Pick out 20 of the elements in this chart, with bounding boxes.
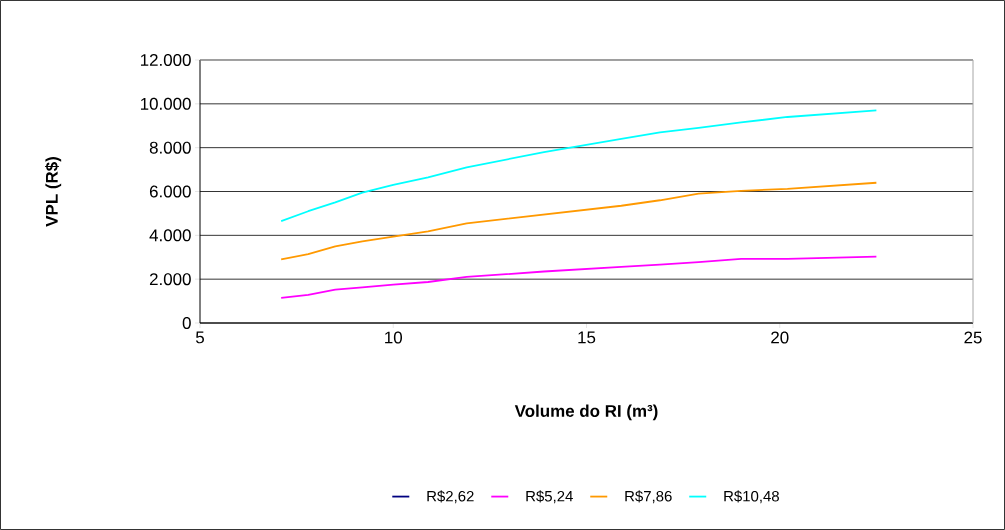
y-tick-label: 8.000 [149,141,191,154]
legend-label: R$2,62 [427,490,474,504]
y-tick-label: 4.000 [149,229,191,242]
x-tick-label: 20 [771,331,789,344]
line-series [280,255,878,299]
x-axis-title: Volume do RI (m³) [514,404,658,421]
legend-label: R$10,48 [724,490,779,504]
y-tick-label: 2.000 [149,273,191,286]
legend-label: R$5,24 [526,490,573,504]
y-tick-label: 10.000 [140,97,191,110]
x-tick-label: 25 [964,331,982,344]
y-axis-title: VPL (R$) [45,157,62,227]
x-tick-label: 5 [195,331,204,344]
y-tick-label: 0 [182,317,191,329]
x-tick-label: 10 [385,331,403,344]
y-tick-label: 6.000 [149,185,191,198]
legend-label: R$7,86 [625,490,672,504]
y-tick-label: 12.000 [140,54,191,66]
line-series [280,109,878,222]
x-tick-label: 15 [578,331,596,344]
